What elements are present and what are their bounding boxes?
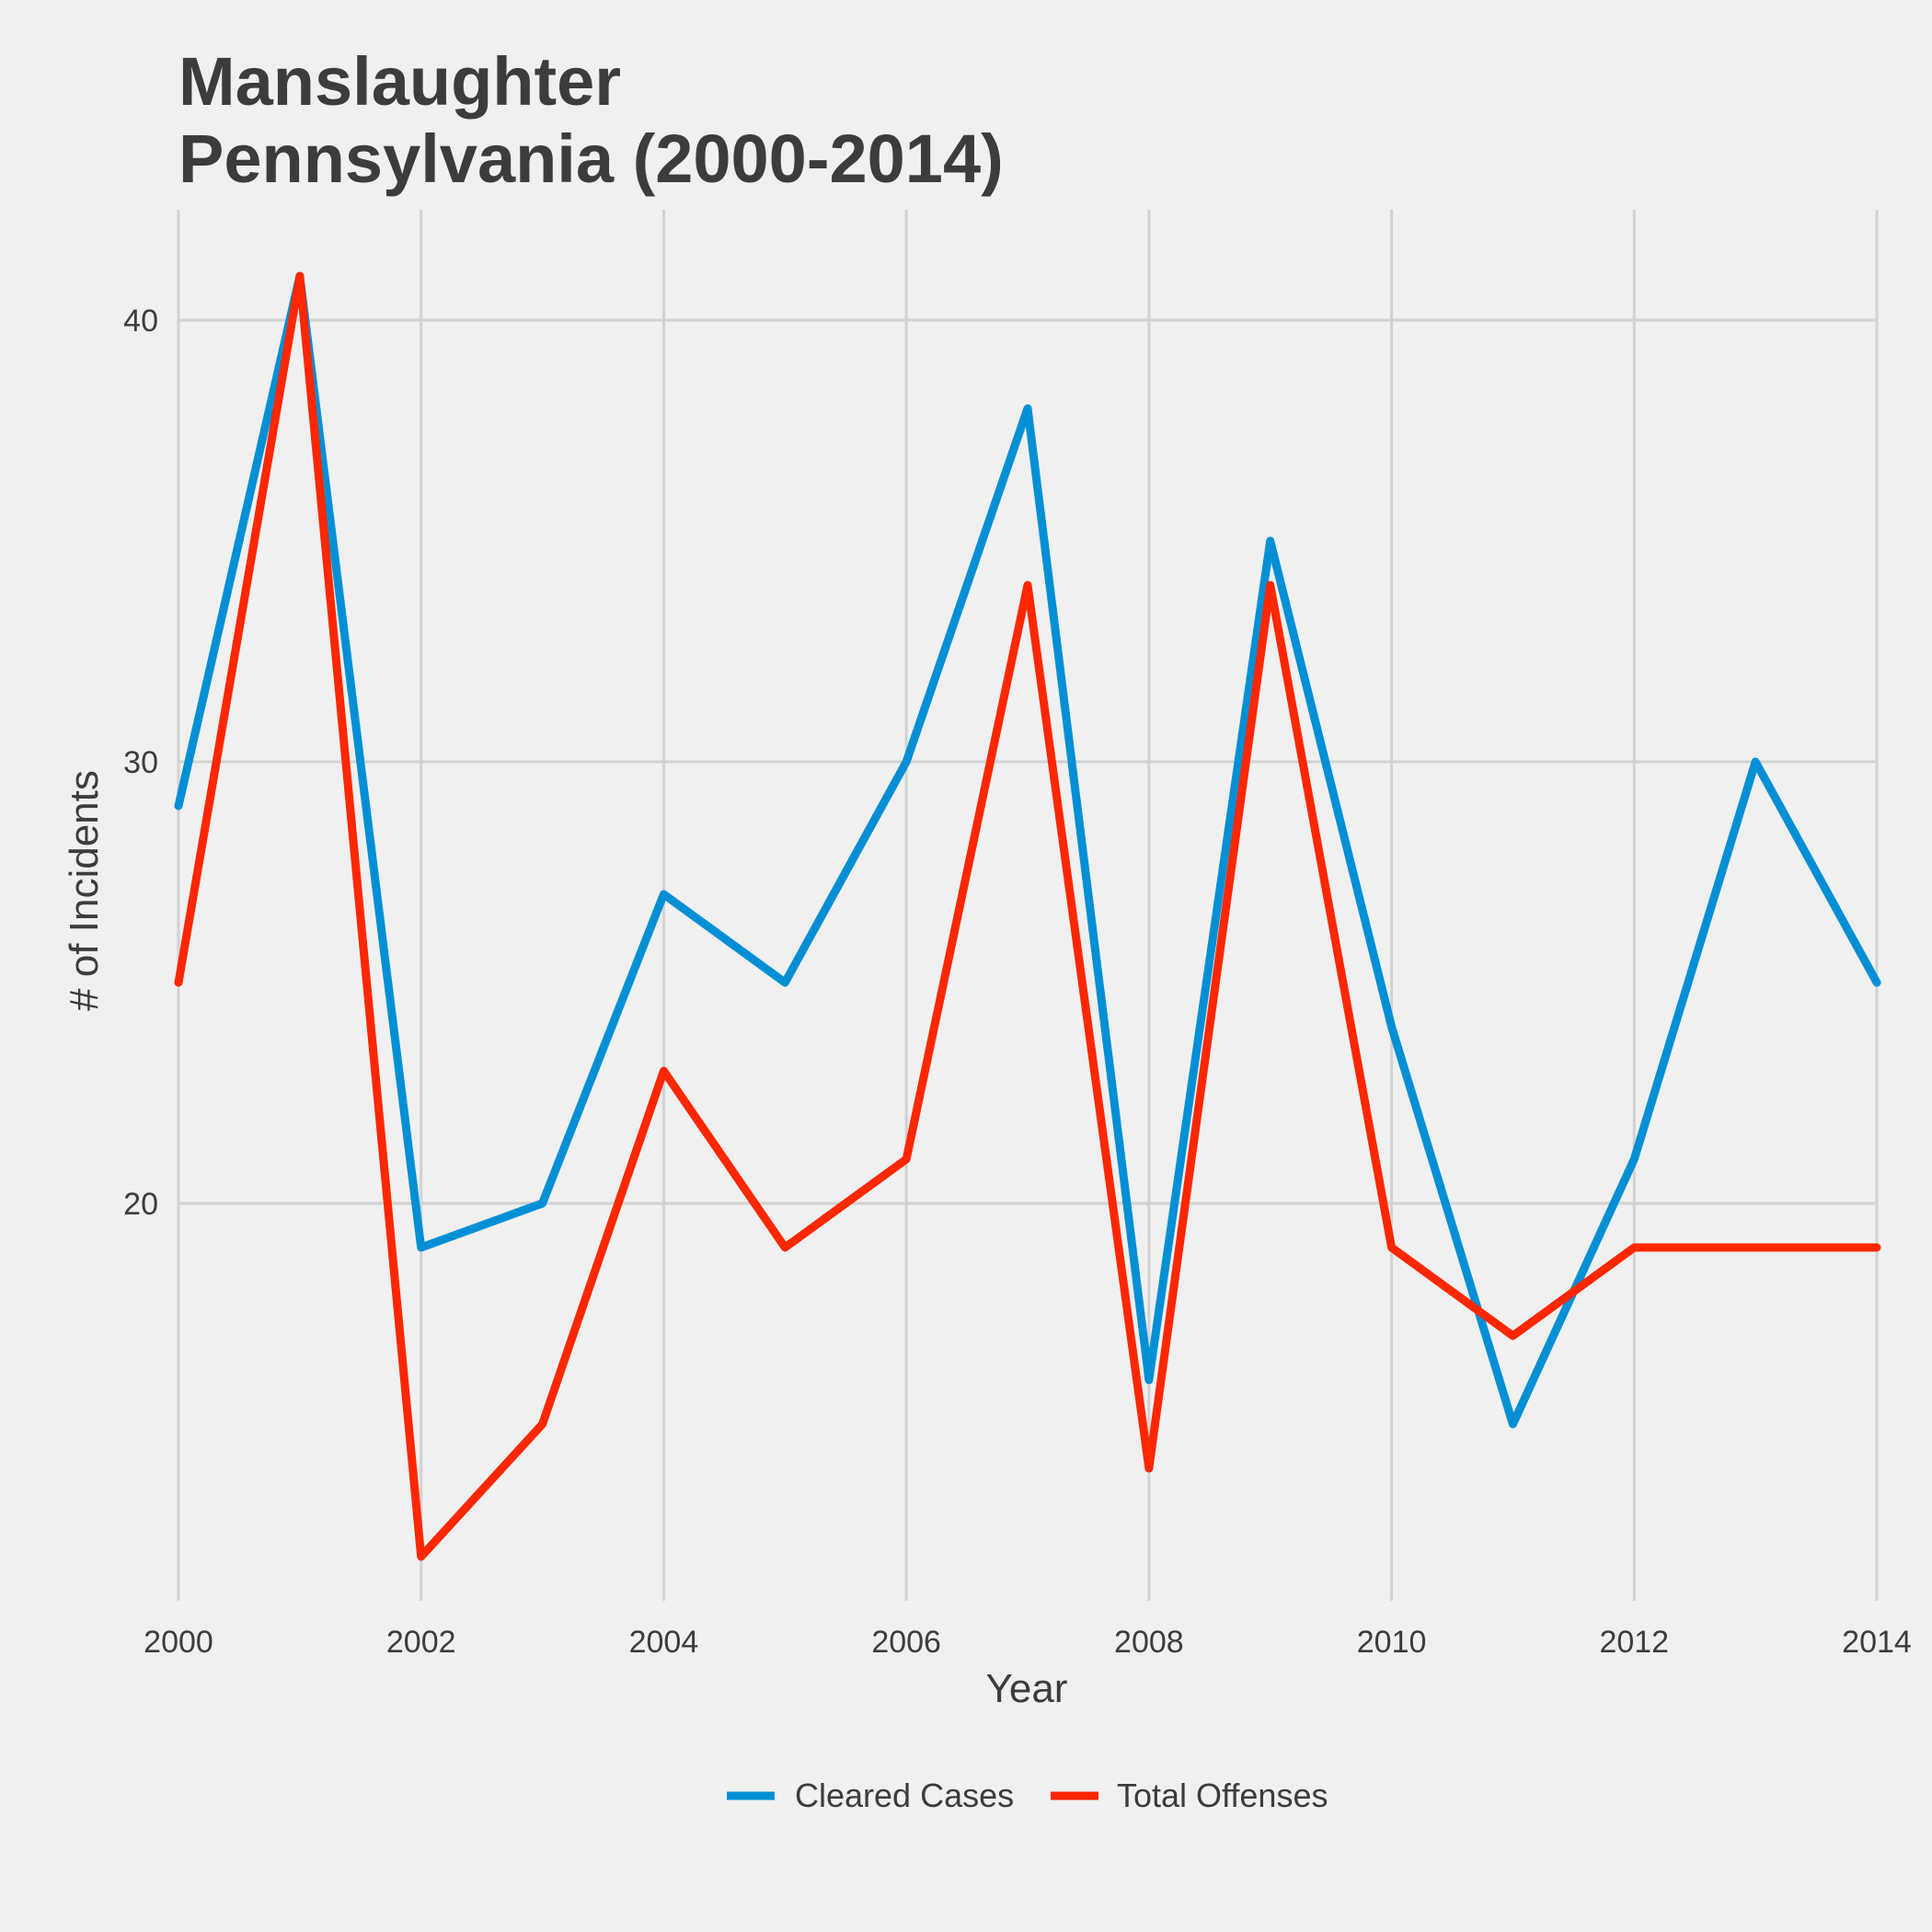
chart-title-line-1: Manslaughter xyxy=(178,43,621,120)
series-line-cleared-cases xyxy=(174,271,1881,1429)
tick-labels: 2000 2002 2004 2006 2008 2010 2012 2014 20 30 40 xyxy=(123,304,1912,1660)
x-tick-label-2014: 2014 xyxy=(1842,1625,1912,1660)
legend: Cleared Cases Total Offenses xyxy=(727,1777,1328,1814)
y-tick-label-20: 20 xyxy=(123,1187,158,1222)
x-tick-label-2012: 2012 xyxy=(1599,1625,1669,1660)
y-tick-label-40: 40 xyxy=(123,304,158,339)
x-tick-label-2002: 2002 xyxy=(386,1625,456,1660)
series-line-total-offenses xyxy=(174,271,1881,1561)
x-tick-label-2000: 2000 xyxy=(144,1625,213,1660)
x-tick-label-2008: 2008 xyxy=(1114,1625,1184,1660)
gridlines xyxy=(177,210,1879,1601)
x-tick-label-2006: 2006 xyxy=(871,1625,941,1660)
x-tick-label-2004: 2004 xyxy=(629,1625,699,1660)
x-axis-label: Year xyxy=(986,1666,1068,1711)
legend-label-total-offenses: Total Offenses xyxy=(1117,1777,1328,1814)
y-axis-label: # of Incidents xyxy=(62,770,107,1011)
legend-label-cleared-cases: Cleared Cases xyxy=(795,1777,1014,1814)
x-tick-label-2010: 2010 xyxy=(1357,1625,1427,1660)
chart-title-line-2: Pennsylvania (2000-2014) xyxy=(178,121,1004,197)
y-tick-label-30: 30 xyxy=(123,745,158,780)
series-lines xyxy=(174,271,1881,1561)
